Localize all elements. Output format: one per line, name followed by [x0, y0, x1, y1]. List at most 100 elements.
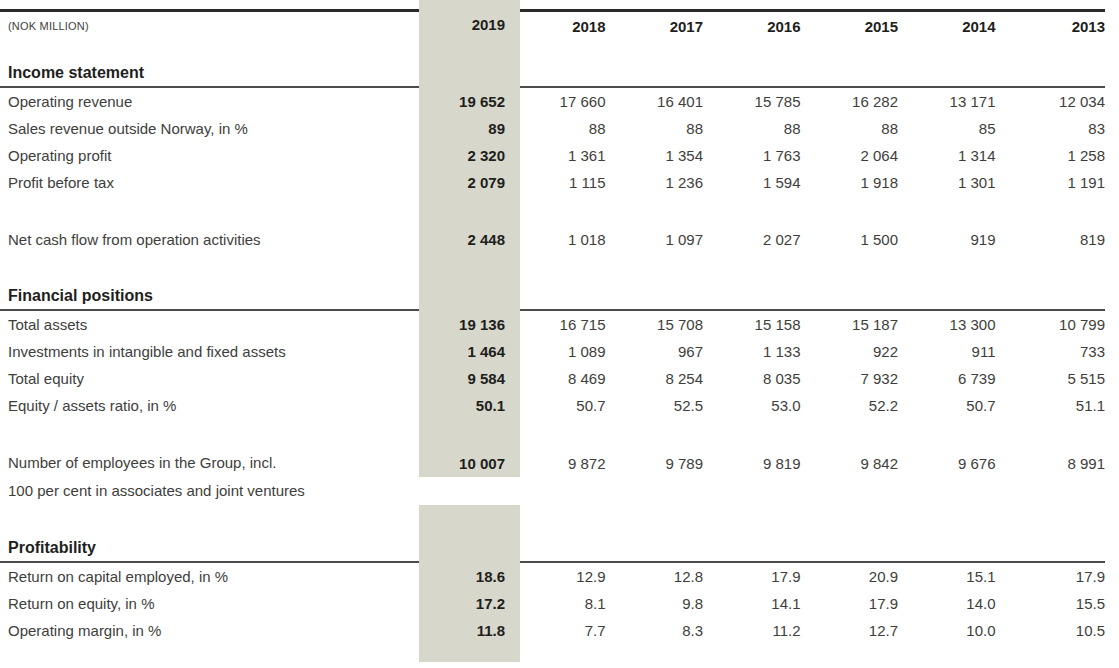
section-title: Financial positions — [0, 283, 419, 311]
spacer-cell — [813, 253, 911, 283]
cell-2015: 2 064 — [813, 142, 911, 169]
cell-2019: 10 007 — [419, 449, 520, 477]
table-row: Net cash flow from operation activities2… — [0, 226, 1105, 253]
spacer-cell — [419, 40, 520, 60]
cell-2016: 1 594 — [715, 169, 813, 196]
cell-2018: 1 089 — [520, 338, 618, 365]
table-row: Return on equity, in %17.28.19.814.117.9… — [0, 590, 1105, 617]
cell-2014: 10.0 — [910, 617, 1008, 644]
cell-2019: 11.8 — [419, 617, 520, 644]
cell-2019: 19 652 — [419, 88, 520, 115]
row-label: Total assets — [0, 311, 419, 338]
spacer-cell — [419, 505, 520, 535]
section-cell — [1008, 283, 1106, 311]
section-cell — [813, 283, 911, 311]
spacer-cell — [715, 196, 813, 226]
cell-2018: 1 361 — [520, 142, 618, 169]
spacer-cell — [910, 40, 1008, 60]
cell-2016: 11.2 — [715, 617, 813, 644]
table-tail — [0, 644, 1105, 662]
row-label: Net cash flow from operation activities — [0, 226, 419, 253]
section-cell — [910, 60, 1008, 88]
spacer-label-cell — [0, 505, 419, 535]
cell-2019: 2 320 — [419, 142, 520, 169]
spacer-cell — [910, 505, 1008, 535]
row-gap — [0, 505, 1105, 535]
cell-2015: 12.7 — [813, 617, 911, 644]
year-header-2014: 2014 — [910, 9, 1008, 40]
cell-2015: 922 — [813, 338, 911, 365]
cell-2018: 17 660 — [520, 88, 618, 115]
cell-2019: 9 584 — [419, 365, 520, 392]
section-cell — [1008, 535, 1106, 563]
cell-2013: 51.1 — [1008, 392, 1106, 419]
cell-2015: 15 187 — [813, 311, 911, 338]
spacer-cell — [419, 644, 520, 662]
row-label: Operating profit — [0, 142, 419, 169]
table-row: Total assets19 13616 71515 70815 15815 1… — [0, 311, 1105, 338]
cell-2018: 1 018 — [520, 226, 618, 253]
spacer-label-cell — [0, 419, 419, 449]
spacer-cell — [618, 0, 716, 9]
cell-2014: 1 301 — [910, 169, 1008, 196]
cell-2017: 16 401 — [618, 88, 716, 115]
spacer-cell — [813, 644, 911, 662]
spacer-cell — [618, 419, 716, 449]
section-cell — [618, 283, 716, 311]
cell-2015: 17.9 — [813, 590, 911, 617]
spacer-cell — [618, 253, 716, 283]
cell-2016: 1 133 — [715, 338, 813, 365]
year-header-2017: 2017 — [618, 9, 716, 40]
cell-2019: 19 136 — [419, 311, 520, 338]
spacer-cell — [910, 0, 1008, 9]
cell-2014: 919 — [910, 226, 1008, 253]
section-cell — [715, 60, 813, 88]
section-cell — [1008, 60, 1106, 88]
section-cell — [419, 283, 520, 311]
spacer-cell — [520, 40, 618, 60]
spacer-label-cell — [0, 40, 419, 60]
cell-2017: 9 789 — [618, 449, 716, 477]
section-cell — [813, 60, 911, 88]
cell-2018: 9 872 — [520, 449, 618, 477]
cell-2019: 2 079 — [419, 169, 520, 196]
table-header-row: (NOK MILLION) 2019 2018 2017 2016 2015 2… — [0, 9, 1105, 40]
cell-2014: 50.7 — [910, 392, 1008, 419]
cell-2017: 8 254 — [618, 365, 716, 392]
cell-2015: 1 918 — [813, 169, 911, 196]
cell-2016: 53.0 — [715, 392, 813, 419]
section-cell — [715, 283, 813, 311]
cell-2014: 6 739 — [910, 365, 1008, 392]
row-label: Sales revenue outside Norway, in % — [0, 115, 419, 142]
spacer-cell — [1008, 40, 1106, 60]
cell-2014: 911 — [910, 338, 1008, 365]
spacer-cell — [419, 0, 520, 9]
cell-2015: 88 — [813, 115, 911, 142]
table-row: Equity / assets ratio, in %50.150.752.55… — [0, 392, 1105, 419]
cell-2014: 9 676 — [910, 449, 1008, 477]
cell-2018: 1 115 — [520, 169, 618, 196]
section-header-profitability: Profitability — [0, 535, 1105, 563]
spacer-cell — [520, 419, 618, 449]
row-label: Operating revenue — [0, 88, 419, 115]
spacer-label-cell — [0, 644, 419, 662]
spacer-cell — [715, 0, 813, 9]
spacer-cell — [618, 40, 716, 60]
table-row: Number of employees in the Group, incl.1… — [0, 449, 1105, 505]
cell-2019: 2 448 — [419, 226, 520, 253]
section-cell — [520, 60, 618, 88]
cell-2013: 15.5 — [1008, 590, 1106, 617]
cell-2013: 10.5 — [1008, 617, 1106, 644]
cell-2013: 819 — [1008, 226, 1106, 253]
table-row: Operating revenue19 65217 66016 40115 78… — [0, 88, 1105, 115]
spacer-cell — [715, 419, 813, 449]
section-header-financial-positions: Financial positions — [0, 283, 1105, 311]
spacer-cell — [715, 253, 813, 283]
cell-2015: 9 842 — [813, 449, 911, 477]
section-cell — [618, 60, 716, 88]
year-header-2018: 2018 — [520, 9, 618, 40]
row-label-line-2: 100 per cent in associates and joint ven… — [8, 477, 419, 505]
cell-2015: 20.9 — [813, 563, 911, 590]
section-cell — [910, 535, 1008, 563]
cell-2017: 88 — [618, 115, 716, 142]
